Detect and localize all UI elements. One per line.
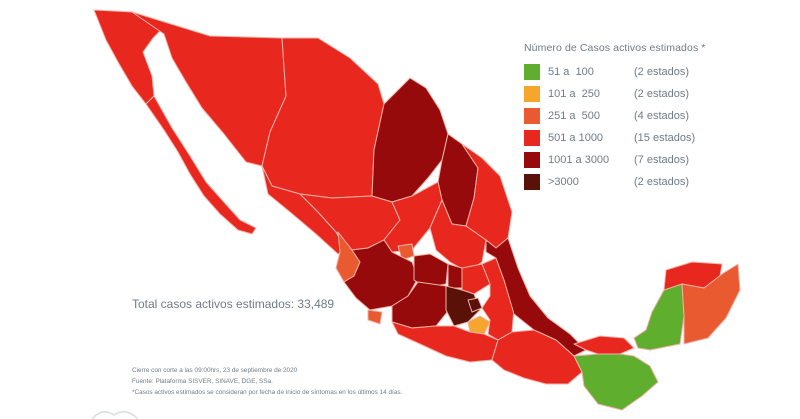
- legend-row: >3000 (2 estados): [524, 171, 706, 193]
- legend-count: (4 estados): [634, 110, 690, 122]
- state-campeche: [633, 281, 685, 351]
- state-coahuila: [371, 77, 449, 203]
- state-quintana-roo: [681, 263, 741, 345]
- state-colima: [367, 309, 383, 325]
- map-legend: Número de Casos activos estimados * 51 a…: [524, 42, 706, 193]
- legend-range: >3000: [548, 176, 579, 188]
- legend-swatch: [524, 64, 540, 80]
- legend-row: 101 a 250 (2 estados): [524, 83, 706, 105]
- legend-swatch: [524, 130, 540, 146]
- legend-swatch: [524, 152, 540, 168]
- state-zacatecas: [383, 181, 443, 253]
- legend-range: 1001 a 3000: [548, 154, 610, 166]
- state-oaxaca: [491, 329, 583, 385]
- legend-count: (2 estados): [634, 176, 690, 188]
- state-veracruz: [485, 237, 587, 357]
- note-source: Fuente: Plataforma SISVER, SINAVE, DGE, …: [132, 378, 273, 385]
- state-baja-california-sur: [145, 95, 257, 235]
- state-chiapas: [573, 353, 659, 411]
- watermark-logo: [92, 411, 138, 419]
- state-tabasco: [573, 335, 635, 355]
- legend-swatch: [524, 174, 540, 190]
- legend-range: 501 a 1000: [548, 132, 604, 144]
- total-active-cases: Total casos activos estimados: 33,489: [132, 297, 335, 311]
- legend-row: 51 a 100 (2 estados): [524, 61, 706, 83]
- legend-range: 251 a 500: [548, 110, 600, 122]
- legend-title: Número de Casos activos estimados *: [524, 42, 706, 54]
- legend-range: 101 a 250: [548, 88, 600, 100]
- state-guanajuato: [413, 253, 449, 289]
- state-morelos: [467, 315, 491, 335]
- legend-count: (15 estados): [634, 132, 696, 144]
- legend-range: 51 a 100: [548, 66, 594, 78]
- legend-count: (2 estados): [634, 66, 690, 78]
- legend-count: (2 estados): [634, 88, 690, 100]
- state-estado-de-mexico: [445, 285, 481, 327]
- footnotes: Cierre con corte a las 09:00hrs, 23 de s…: [132, 365, 402, 398]
- legend-row: 251 a 500 (4 estados): [524, 105, 706, 127]
- legend-row: 1001 a 3000 (7 estados): [524, 149, 706, 171]
- note-cutoff: Cierre con corte a las 09:00hrs, 23 de s…: [132, 367, 298, 374]
- state-queretaro: [447, 263, 463, 289]
- legend-swatch: [524, 108, 540, 124]
- legend-count: (7 estados): [634, 154, 690, 166]
- note-definition: *Casos activos estimados se consideran p…: [132, 389, 403, 396]
- legend-row: 501 a 1000 (15 estados): [524, 127, 706, 149]
- state-hidalgo: [461, 263, 491, 295]
- legend-swatch: [524, 86, 540, 102]
